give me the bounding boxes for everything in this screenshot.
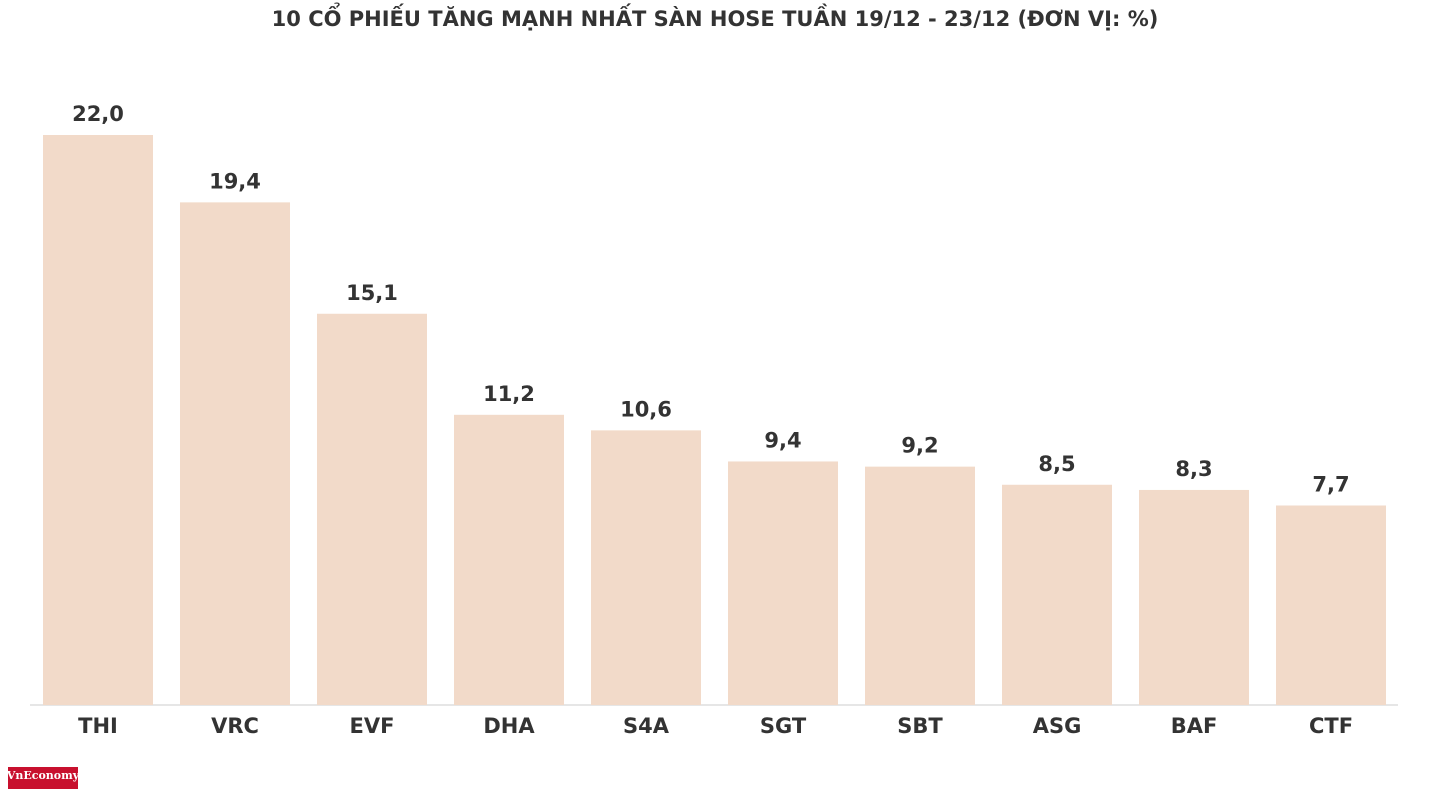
- value-label: 15,1: [346, 281, 398, 305]
- x-tick-label: ASG: [1033, 714, 1082, 738]
- logo-box: [8, 767, 78, 789]
- value-label: 7,7: [1312, 473, 1349, 497]
- bar: [1002, 484, 1112, 705]
- value-label: 8,5: [1038, 452, 1075, 476]
- bar: [728, 461, 838, 705]
- x-tick-label: SGT: [760, 714, 807, 738]
- bar: [180, 202, 290, 705]
- bar: [591, 430, 701, 705]
- value-label: 22,0: [72, 102, 124, 126]
- logo: VnEconomy: [6, 769, 80, 782]
- chart-title: 10 CỔ PHIẾU TĂNG MẠNH NHẤT SÀN HOSE TUẦN…: [272, 2, 1159, 31]
- value-label: 9,2: [901, 434, 938, 458]
- bar: [1139, 489, 1249, 705]
- x-tick-label: SBT: [897, 714, 943, 738]
- x-tick-label: DHA: [483, 714, 535, 738]
- bar: [43, 135, 153, 705]
- value-label: 8,3: [1175, 457, 1212, 481]
- x-tick-label: S4A: [623, 714, 670, 738]
- bar: [865, 466, 975, 705]
- value-label: 19,4: [209, 169, 261, 193]
- bar: [317, 313, 427, 705]
- x-tick-label: BAF: [1171, 714, 1218, 738]
- x-tick-label: THI: [78, 714, 118, 738]
- value-label: 10,6: [620, 397, 672, 421]
- x-tick-label: VRC: [211, 714, 259, 738]
- value-label: 11,2: [483, 382, 535, 406]
- bar: [454, 414, 564, 705]
- x-tick-label: EVF: [350, 714, 395, 738]
- bar: [1276, 505, 1386, 705]
- x-tick-label: CTF: [1309, 714, 1353, 738]
- value-label: 9,4: [764, 428, 801, 452]
